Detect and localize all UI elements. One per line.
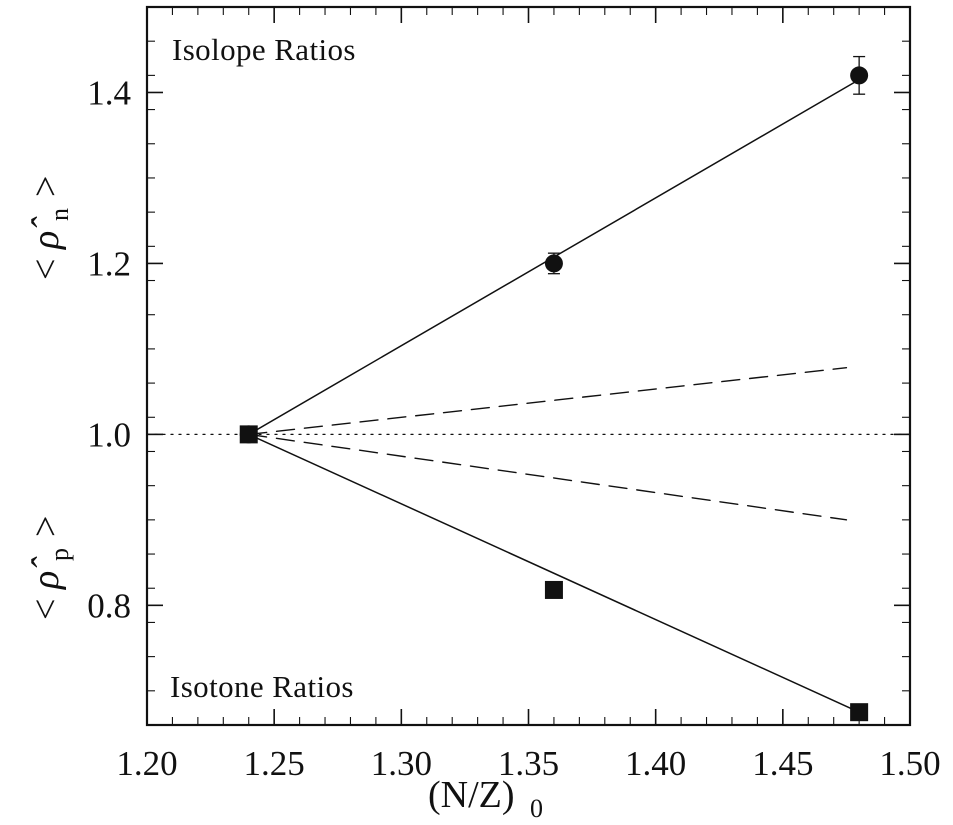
series-line-6: [248, 433, 848, 521]
annotation-isolope-ratios: Isolope Ratios: [172, 32, 356, 67]
y-tick-label: 0.8: [87, 586, 131, 625]
y-tick-label: 1.0: [87, 415, 131, 454]
y-upper-subscript: n: [45, 208, 74, 221]
x-tick-label: 1.30: [371, 744, 432, 783]
y-axis-label-upper: < ρ̂ n >: [25, 176, 74, 280]
series-line-5: [248, 367, 848, 436]
y-tick-label: 1.4: [87, 73, 131, 112]
x-tick-label: 1.35: [498, 744, 559, 783]
x-axis-label-subscript: 0: [530, 794, 543, 823]
y-lower-subscript: p: [45, 548, 74, 561]
y-tick-label: 1.2: [87, 244, 131, 283]
x-tick-label: 1.50: [879, 744, 940, 783]
y-axis-label-lower: < ρ̂ p >: [25, 516, 74, 620]
x-tick-label: 1.25: [244, 744, 305, 783]
ticks-layer: [146, 6, 911, 726]
square-data-point: [850, 703, 869, 722]
square-data-point: [239, 425, 258, 444]
labels-layer: 1.20 1.25 1.30 1.35 1.40 1.45 1.50 0.8 1.0 1.2 1.4: [87, 73, 940, 783]
y-lower-left-angle: <: [25, 599, 67, 620]
y-upper-left-angle: <: [25, 259, 67, 280]
square-data-point: [544, 580, 563, 599]
y-lower-right-angle: >: [25, 516, 67, 537]
markers-layer: [239, 55, 869, 722]
x-tick-label: 1.20: [116, 744, 177, 783]
x-axis-label: (N/Z) 0: [428, 774, 543, 823]
circle-data-point: [544, 254, 563, 273]
x-tick-label: 1.40: [625, 744, 686, 783]
x-axis-label-main: (N/Z): [428, 774, 515, 816]
x-tick-label: 1.45: [752, 744, 813, 783]
circle-data-point: [850, 66, 869, 85]
series-line-4: [247, 433, 860, 713]
y-upper-right-angle: >: [25, 176, 67, 197]
annotation-isotone-ratios: Isotone Ratios: [170, 669, 354, 704]
